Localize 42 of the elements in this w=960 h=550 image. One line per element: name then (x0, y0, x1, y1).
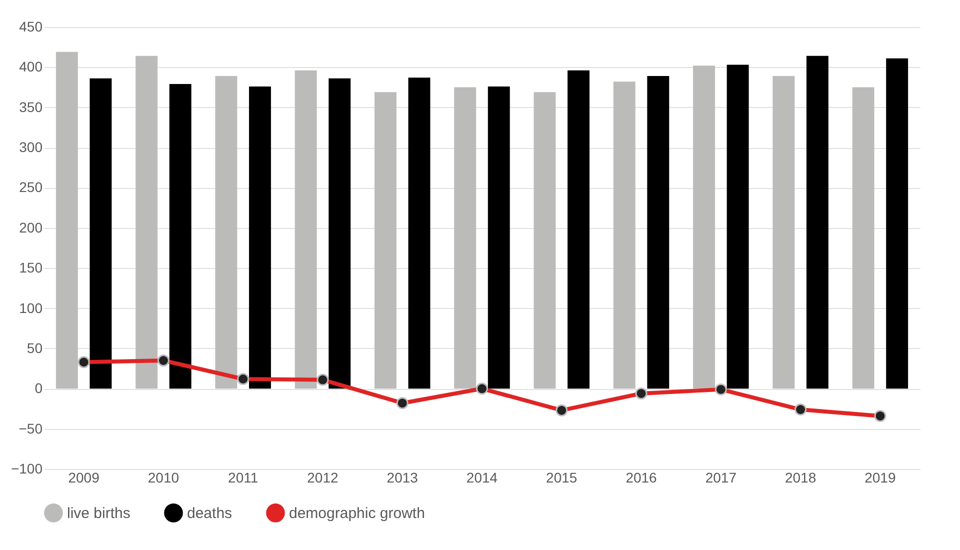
legend-label: live births (67, 504, 130, 522)
y-tick-label: 450 (19, 18, 43, 34)
x-tick-label: 2009 (68, 470, 100, 486)
bar (90, 78, 112, 389)
x-tick-label: 2017 (705, 470, 737, 486)
y-tick-label: 50 (26, 340, 43, 356)
y-tick-label: 150 (19, 260, 43, 276)
y-tick-label: 200 (19, 219, 43, 236)
bar (249, 86, 271, 389)
bar (568, 70, 590, 389)
x-tick-label: 2011 (228, 470, 258, 486)
y-tick-label: 0 (34, 380, 43, 396)
bar (374, 92, 396, 389)
y-tick-label: 400 (19, 58, 43, 75)
bar (328, 78, 351, 389)
y-tick-label: −50 (18, 420, 43, 436)
legend-label: demographic growth (289, 504, 425, 522)
y-tick-label: −100 (10, 460, 43, 476)
x-tick-label: 2015 (546, 470, 578, 486)
bar (726, 64, 749, 389)
y-tick-label: 350 (19, 98, 43, 115)
bar (806, 56, 828, 389)
x-tick-label: 2018 (784, 470, 816, 486)
bar (169, 84, 192, 389)
bar (534, 92, 556, 389)
x-tick-label: 2012 (307, 470, 339, 486)
legend-label: deaths (187, 504, 232, 522)
y-tick-label: 300 (19, 139, 43, 156)
bar (488, 86, 510, 389)
y-tick-label: 100 (19, 300, 43, 316)
x-tick-label: 2014 (466, 470, 498, 486)
bar (647, 76, 670, 389)
x-tick-label: 2013 (386, 470, 418, 486)
y-tick-label: 250 (19, 179, 43, 196)
bar (408, 78, 430, 389)
x-tick-label: 2019 (864, 470, 896, 486)
bar (613, 82, 636, 389)
bar (852, 87, 874, 389)
x-tick-label: 2010 (148, 470, 180, 486)
bar (772, 76, 795, 389)
x-tick-label: 2016 (626, 470, 658, 486)
bar (886, 58, 908, 389)
